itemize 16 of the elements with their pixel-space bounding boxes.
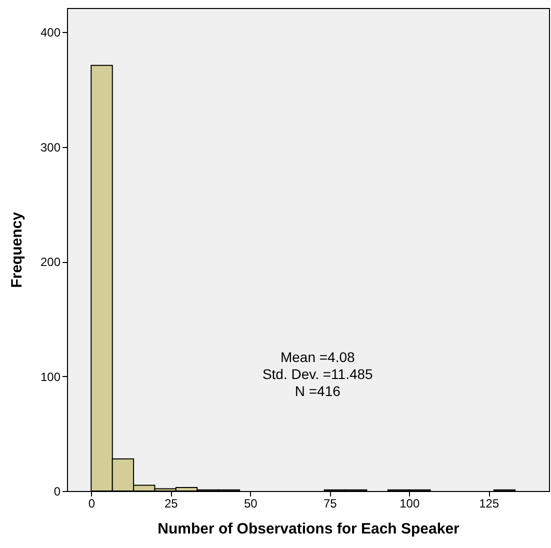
y-tick-label: 100 [40, 370, 61, 384]
x-tick-label: 75 [323, 496, 338, 510]
y-tick-label: 400 [40, 26, 61, 40]
x-tick-label: 100 [400, 496, 420, 510]
x-axis-title: Number of Observations for Each Speaker [158, 520, 460, 538]
y-tick-label: 200 [40, 255, 61, 270]
x-tick-label: 0 [88, 496, 96, 510]
x-tick-label: 25 [164, 496, 178, 510]
y-axis-title: Frequency [8, 211, 26, 288]
y-tick-label: 300 [40, 140, 61, 154]
y-tick-label: 0 [54, 484, 61, 498]
x-tick-label: 50 [244, 496, 258, 510]
annotation: Std. Dev. =11.485 [262, 366, 374, 382]
x-tick-label: 125 [479, 496, 500, 510]
annotation: N =416 [294, 383, 341, 400]
annotation: Mean =4.08 [280, 349, 356, 366]
